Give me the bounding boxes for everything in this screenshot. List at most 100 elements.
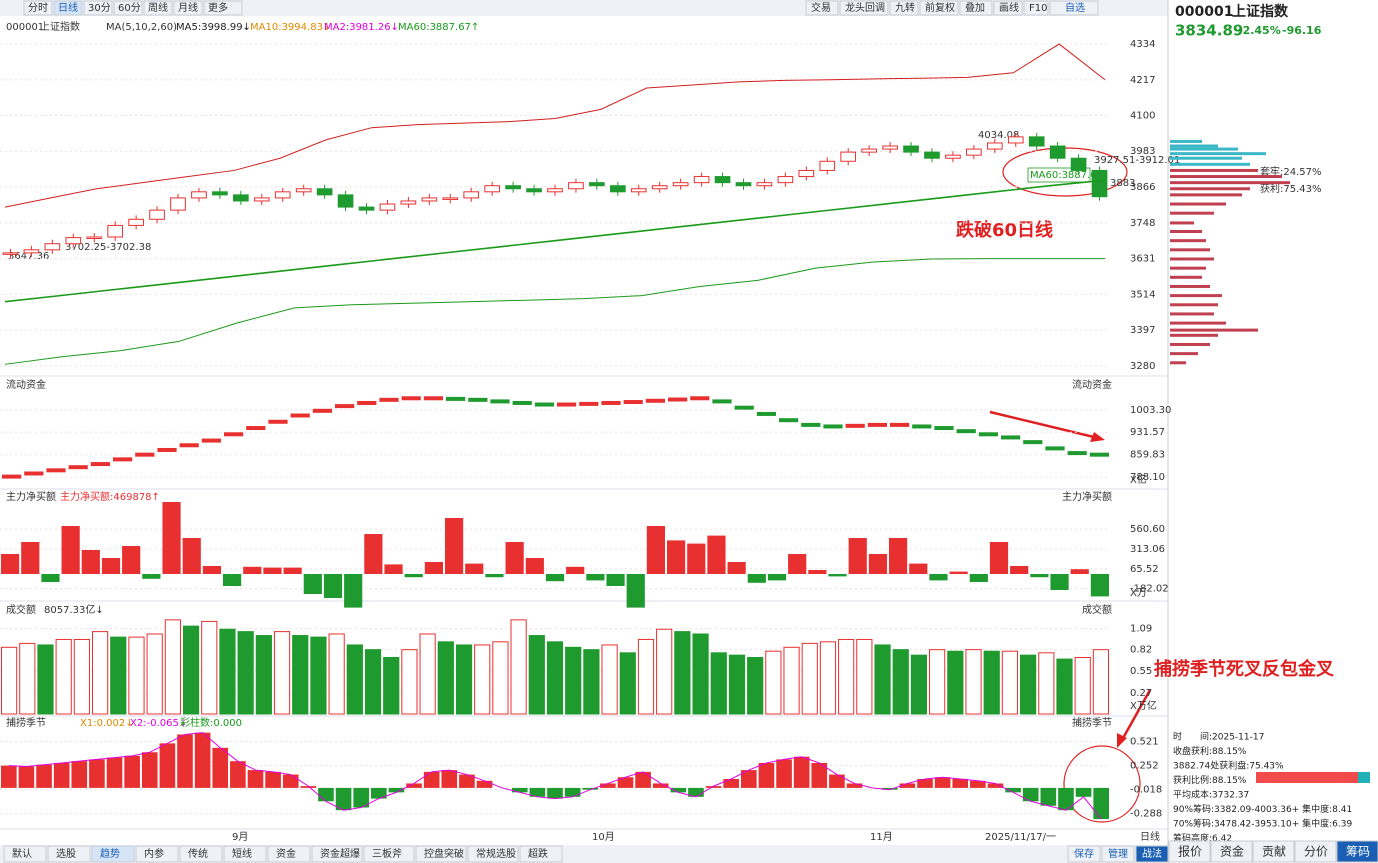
tab[interactable] — [83, 0, 113, 16]
flow-mark — [268, 419, 288, 424]
ratio-bar — [1256, 772, 1358, 783]
indicator-label: X1:0.002↓ — [80, 718, 134, 729]
side-tab[interactable] — [1168, 840, 1211, 863]
action-label: 战法 — [1142, 847, 1162, 860]
tool-label: 前复权 — [925, 1, 955, 14]
net-bar — [303, 574, 322, 594]
bottom-tab[interactable] — [267, 845, 311, 863]
flow-mark — [246, 426, 266, 431]
side-tab[interactable] — [1336, 840, 1378, 863]
bottom-tab[interactable] — [47, 845, 91, 863]
bottom-tab[interactable] — [3, 845, 47, 863]
bottom-tab-label: 资金超爆 — [320, 847, 360, 860]
indicator-bar — [547, 787, 563, 799]
indicator-bar — [652, 783, 669, 788]
arrow — [1120, 689, 1152, 741]
indicator-bar — [987, 783, 1004, 788]
tool-button[interactable] — [1049, 0, 1099, 16]
side-tab[interactable] — [1210, 840, 1253, 863]
x-tick-label: 10月 — [592, 831, 615, 843]
quote-price: 3834.89 — [1175, 22, 1243, 40]
flow-mark — [379, 397, 399, 402]
arrow-head — [1117, 733, 1127, 748]
net-bar — [707, 535, 726, 574]
bottom-tab[interactable] — [415, 845, 467, 863]
annotation: MA60:3887.67 — [1030, 170, 1103, 181]
tool-button[interactable] — [839, 0, 889, 16]
candle — [107, 224, 124, 238]
indicator-bar — [688, 787, 704, 797]
candle — [400, 200, 417, 205]
side-tab-label: 资金 — [1220, 844, 1244, 859]
volume-bar — [1074, 657, 1091, 715]
y-tick-label: 0.55 — [1130, 666, 1152, 677]
stock-code: 000001 — [6, 22, 44, 33]
volume-bar — [201, 620, 218, 715]
bottom-tab[interactable] — [363, 845, 415, 863]
candle — [2, 252, 19, 255]
indicator-label: X2:-0.065↓ — [130, 718, 187, 729]
info-line: 90%筹码:3382.09-4003.36+ 集中度:8.41 — [1173, 803, 1352, 815]
tab-label: 分时 — [28, 2, 48, 14]
flow-mark — [912, 424, 932, 429]
panel-value: 主力净买额:469878↑ — [60, 490, 160, 503]
bottom-tab[interactable] — [91, 845, 135, 863]
tab[interactable] — [173, 0, 203, 16]
net-bar — [21, 542, 40, 574]
y-tick-label: 4100 — [1130, 110, 1155, 121]
tab[interactable] — [143, 0, 173, 16]
net-bar — [949, 571, 968, 574]
volume-bar — [910, 654, 928, 715]
side-tab[interactable] — [1252, 840, 1295, 863]
flow-mark — [934, 426, 954, 431]
indicator-bar — [741, 770, 757, 788]
side-tab[interactable] — [1294, 840, 1337, 863]
action-button[interactable] — [1135, 845, 1169, 863]
candle — [1070, 157, 1087, 171]
net-bar — [788, 554, 807, 574]
tool-button[interactable] — [805, 0, 839, 16]
indicator-bar — [1, 765, 17, 788]
candle — [128, 218, 144, 226]
candle — [505, 185, 521, 190]
bottom-tab[interactable] — [179, 845, 223, 863]
annotation: 3647.36 — [8, 251, 49, 262]
net-bar — [1030, 574, 1049, 578]
action-button[interactable] — [1101, 845, 1135, 863]
indicator-bar — [300, 786, 317, 788]
net-bar — [485, 574, 504, 578]
volume-bar — [1092, 649, 1109, 715]
tool-button[interactable] — [1023, 0, 1049, 16]
volume-bar — [510, 619, 527, 715]
volume-bar — [801, 642, 818, 715]
flow-mark — [290, 413, 310, 418]
panel-title: 捕捞季节 — [6, 716, 46, 729]
tab[interactable] — [53, 0, 83, 16]
tool-button[interactable] — [919, 0, 959, 16]
bottom-tab[interactable] — [467, 845, 519, 863]
volume-bar — [110, 636, 127, 715]
tab[interactable] — [203, 0, 243, 16]
tool-button[interactable] — [993, 0, 1023, 16]
net-bar — [586, 574, 605, 581]
bottom-tab[interactable] — [519, 845, 563, 863]
x-tick-label: 9月 — [232, 831, 248, 843]
side-tab-label: 分价 — [1304, 845, 1328, 859]
candle — [253, 197, 270, 202]
bottom-tab[interactable] — [223, 845, 267, 863]
action-button[interactable] — [1067, 845, 1101, 863]
indicator-bar — [1058, 787, 1074, 811]
panel-value: 8057.33亿↓ — [44, 603, 104, 616]
volume-bar — [965, 649, 982, 715]
tool-button[interactable] — [889, 0, 919, 16]
ma-label: MA2:3981.26↓ — [324, 22, 399, 33]
tab[interactable] — [23, 0, 53, 16]
bottom-tab[interactable] — [135, 845, 179, 863]
chip-label: 套牢:24.57% — [1260, 165, 1322, 178]
net-bar — [465, 563, 484, 574]
annotation: 跌破60日线 — [956, 219, 1053, 241]
volume-bar — [583, 649, 600, 715]
tab[interactable] — [113, 0, 143, 16]
bottom-tab[interactable] — [311, 845, 363, 863]
tool-button[interactable] — [959, 0, 993, 16]
